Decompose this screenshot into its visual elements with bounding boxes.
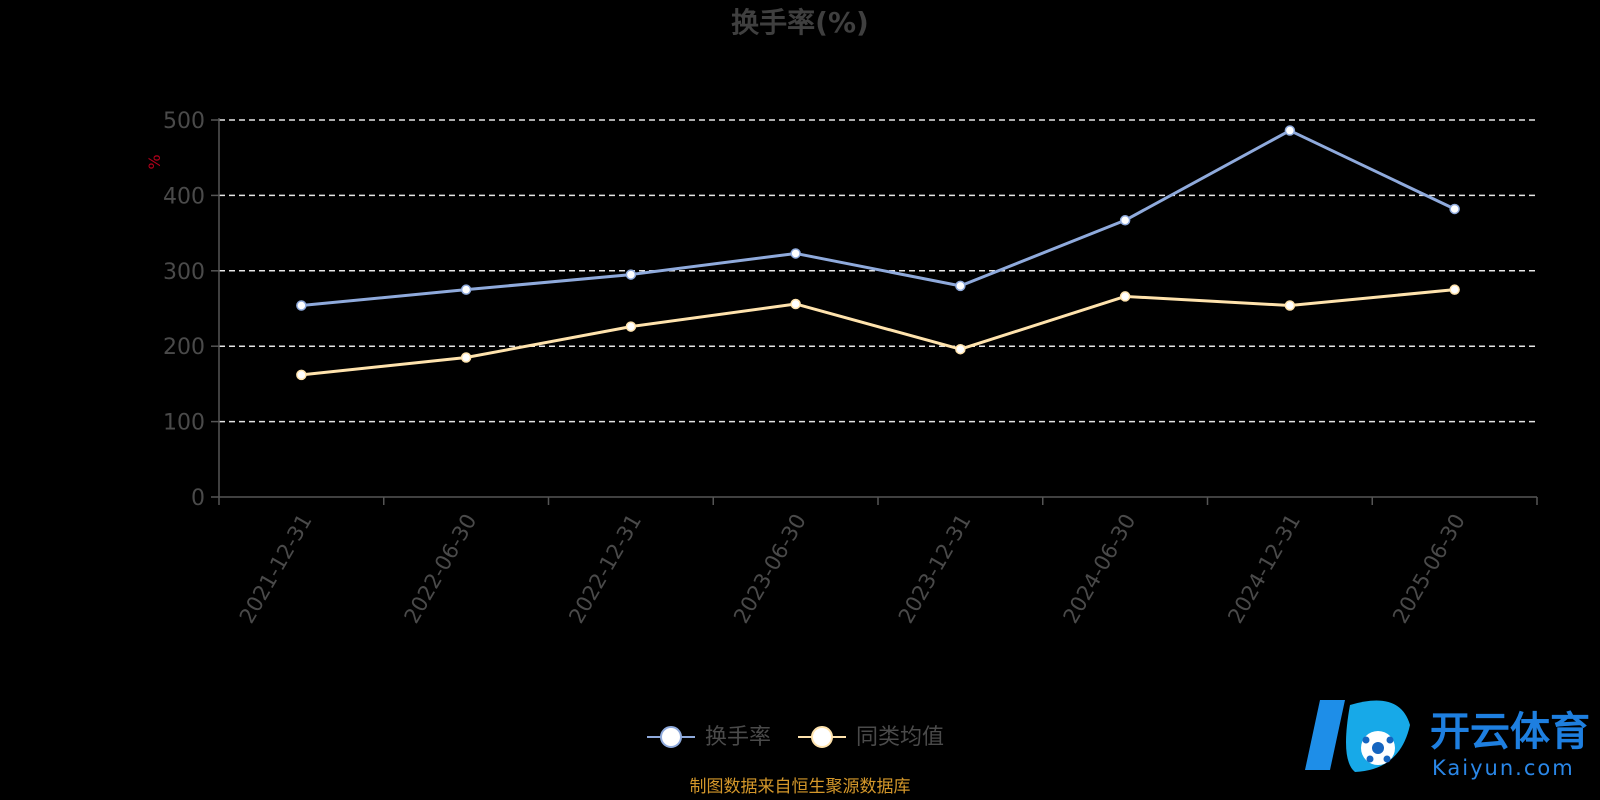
data-point [955, 280, 966, 292]
x-tick-label: 2023-12-31 [894, 510, 976, 628]
series-line [301, 288, 1455, 377]
x-tick-label: 2025-06-30 [1388, 510, 1470, 628]
data-point [460, 352, 472, 363]
data-point [296, 300, 307, 311]
y-tick-label: 100 [163, 411, 205, 436]
data-point [1119, 291, 1131, 302]
data-point [1449, 284, 1460, 295]
legend-marker-peer-average [811, 726, 833, 748]
data-point [296, 369, 307, 381]
data-point [460, 284, 472, 295]
legend[interactable]: 换手率 同类均值 [647, 725, 944, 750]
data-point [1119, 215, 1131, 226]
legend-label-peer-average: 同类均值 [856, 725, 944, 750]
x-tick-labels: 2021-12-31 2022-06-30 2022-12-31 2023-06-30… [235, 510, 1470, 628]
x-tick-label: 2022-06-30 [400, 510, 482, 628]
data-point [1284, 300, 1296, 311]
data-point [955, 343, 966, 355]
series-lines [296, 125, 1460, 381]
logo-text-cn: 开云体育 [1430, 709, 1590, 755]
watermark-logo: 开云体育 Kaiyun.com [1305, 700, 1590, 780]
legend-item-turnover[interactable]: 换手率 [647, 725, 771, 750]
x-tick-label: 2024-06-30 [1059, 510, 1141, 628]
series-line [301, 129, 1456, 307]
legend-marker-turnover [660, 726, 682, 748]
logo-text-en: Kaiyun.com [1432, 756, 1575, 780]
y-tick-label: 400 [163, 184, 205, 209]
legend-label-turnover: 换手率 [705, 725, 771, 750]
x-tick-label: 2024-12-31 [1223, 510, 1305, 628]
y-tick-label: 200 [163, 335, 205, 360]
y-tick-label: 300 [163, 260, 205, 285]
data-point [790, 248, 801, 259]
data-point [1449, 203, 1460, 215]
series-0 [296, 125, 1460, 311]
x-tick-label: 2023-06-30 [729, 510, 811, 628]
data-point [625, 269, 637, 280]
series-1 [296, 284, 1460, 381]
data-point [625, 321, 637, 332]
x-tick-label: 2022-12-31 [564, 510, 646, 628]
y-tick-label: 0 [191, 486, 205, 511]
data-point [790, 298, 801, 310]
x-tick-label: 2021-12-31 [235, 510, 317, 628]
y-axis-unit: % [145, 154, 164, 169]
axes [211, 118, 1538, 505]
data-point [1284, 125, 1296, 136]
legend-item-peer-average[interactable]: 同类均值 [798, 725, 944, 750]
y-tick-label: 500 [163, 109, 205, 134]
y-tick-labels: 0 100 200 300 400 500 [163, 109, 205, 511]
logo-emblem [1305, 700, 1410, 772]
chart-title: 换手率(%) [731, 6, 869, 39]
data-source-note: 制图数据来自恒生聚源数据库 [690, 777, 911, 797]
